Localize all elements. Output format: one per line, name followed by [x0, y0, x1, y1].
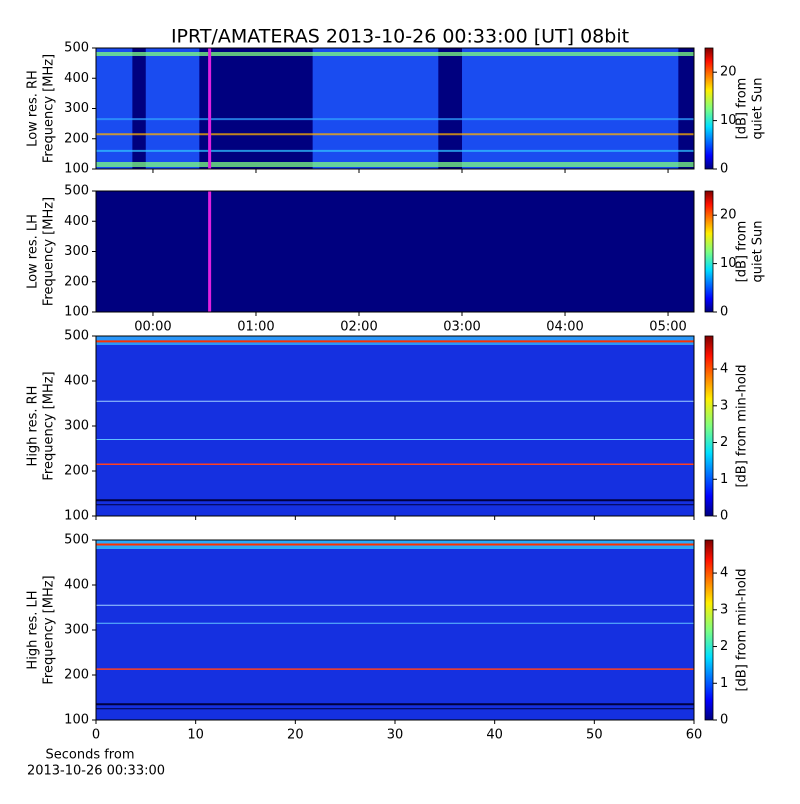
colorbar-label: [dB] from min-hold [735, 568, 750, 691]
colorbar-tick-label: 2 [720, 639, 728, 654]
colorbar-tick-label: 4 [720, 362, 728, 377]
figure-title: IPRT/AMATERAS 2013-10-26 00:33:00 [UT] 0… [171, 26, 629, 48]
y-tick-label: 100 [64, 713, 89, 728]
data-gap [438, 48, 463, 169]
colorbar-tick-label: 0 [720, 713, 728, 728]
y-tick-label: 200 [64, 668, 89, 683]
colorbar-label: quiet Sun [751, 220, 766, 282]
colorbar-tick-label: 1 [720, 676, 728, 691]
y-tick-label: 400 [64, 71, 89, 86]
y-tick-label: 300 [64, 419, 89, 434]
colorbar-tick-label: 20 [720, 208, 737, 223]
y-tick-label: 200 [64, 464, 89, 479]
x-tick-label: 30 [387, 728, 404, 743]
y-tick-label: 100 [64, 305, 89, 320]
y-axis-label: Frequency [MHz] [42, 197, 57, 306]
data-gap [136, 48, 141, 169]
y-tick-label: 500 [64, 184, 89, 199]
x-tick-label: 60 [686, 728, 703, 743]
data-gap [678, 48, 694, 169]
colorbar-tick-label: 2 [720, 435, 728, 450]
spectrogram [96, 191, 694, 312]
x-tick-label: 10 [187, 728, 204, 743]
x-tick-label: 20 [287, 728, 304, 743]
spectrogram [96, 48, 694, 169]
y-axis-label: High res. RH [26, 386, 41, 467]
y-tick-label: 100 [64, 162, 89, 177]
y-axis-label: Frequency [MHz] [42, 54, 57, 163]
spectrogram [96, 540, 694, 720]
y-axis-label: Low res. LH [26, 214, 41, 289]
colorbar-label: quiet Sun [751, 77, 766, 139]
x-tick-label: 00:00 [134, 320, 171, 335]
colorbar-tick-label: 4 [720, 566, 728, 581]
colorbar-tick-label: 20 [720, 65, 737, 80]
colorbar [704, 539, 714, 721]
colorbar-label: [dB] from [735, 221, 750, 283]
colorbar-label: [dB] from min-hold [735, 364, 750, 487]
colorbar-tick-label: 0 [720, 305, 728, 320]
colorbar-tick-label: 3 [720, 602, 728, 617]
x-axis-label: Seconds from [45, 748, 134, 763]
y-tick-label: 400 [64, 578, 89, 593]
colorbar-tick-label: 10 [720, 113, 737, 128]
spectrogram [96, 336, 694, 516]
colorbar-tick-label: 0 [720, 162, 728, 177]
colorbar [704, 47, 714, 170]
x-tick-label: 01:00 [237, 320, 274, 335]
y-axis-label: High res. LH [26, 590, 41, 669]
y-tick-label: 500 [64, 533, 89, 548]
x-tick-label: 03:00 [443, 320, 480, 335]
x-tick-label: 04:00 [546, 320, 583, 335]
colorbar-label: [dB] from [735, 78, 750, 140]
y-tick-label: 400 [64, 374, 89, 389]
y-tick-label: 300 [64, 101, 89, 116]
y-tick-label: 200 [64, 131, 89, 146]
data-gap [199, 48, 313, 169]
y-axis-label: Frequency [MHz] [42, 371, 57, 480]
y-tick-label: 300 [64, 623, 89, 638]
y-tick-label: 500 [64, 41, 89, 56]
colorbar [704, 190, 714, 313]
y-tick-label: 500 [64, 329, 89, 344]
colorbar-tick-label: 1 [720, 472, 728, 487]
x-axis-label: 2013-10-26 00:33:00 [27, 764, 165, 779]
y-tick-label: 300 [64, 244, 89, 259]
x-tick-label: 50 [586, 728, 603, 743]
y-tick-label: 200 [64, 274, 89, 289]
y-axis-label: Low res. RH [26, 70, 41, 147]
x-tick-label: 0 [92, 728, 100, 743]
x-tick-label: 02:00 [340, 320, 377, 335]
colorbar-tick-label: 0 [720, 509, 728, 524]
colorbar [704, 335, 714, 517]
x-tick-label: 05:00 [649, 320, 686, 335]
y-axis-label: Frequency [MHz] [42, 575, 57, 684]
x-tick-label: 40 [486, 728, 503, 743]
y-tick-label: 400 [64, 214, 89, 229]
colorbar-tick-label: 10 [720, 256, 737, 271]
colorbar-tick-label: 3 [720, 398, 728, 413]
y-tick-label: 100 [64, 509, 89, 524]
